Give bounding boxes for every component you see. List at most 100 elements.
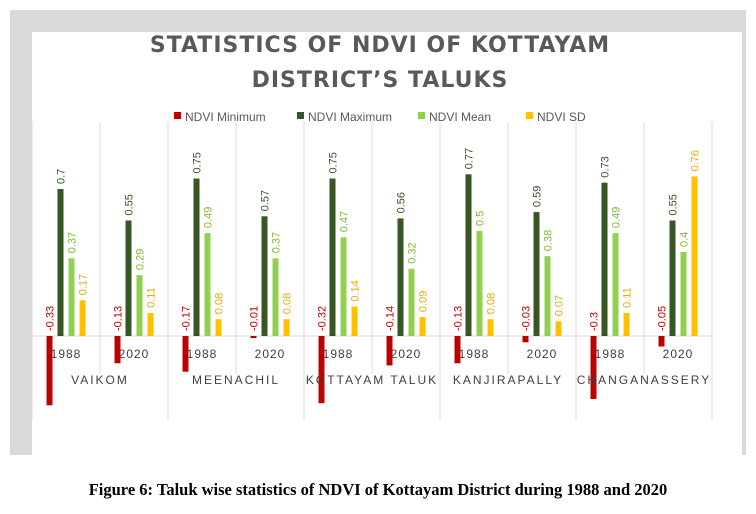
data-label-2-1: 0.7	[56, 169, 68, 184]
figure-caption: Figure 6: Taluk wise statistics of NDVI …	[88, 480, 668, 499]
data-label-1-9: -0.3	[589, 312, 601, 331]
bar-2-2	[125, 220, 132, 336]
year-label-7: 1988	[459, 347, 490, 361]
bar-1-5	[318, 336, 325, 404]
chart-frame	[10, 10, 746, 457]
bar-3-8	[544, 256, 551, 336]
data-label-1-6: -0.14	[385, 306, 397, 331]
legend-swatch-1	[174, 112, 181, 119]
bar-3-7	[476, 231, 483, 336]
bar-1-3	[182, 336, 189, 372]
data-label-1-10: -0.05	[657, 306, 669, 331]
year-label-6: 2020	[391, 347, 422, 361]
data-label-4-7: 0.08	[486, 293, 498, 314]
data-label-3-2: 0.29	[135, 249, 147, 270]
group-label-5: CHANGANASSERY	[577, 373, 711, 387]
legend-swatch-2	[297, 112, 304, 119]
data-label-2-5: 0.75	[328, 152, 340, 173]
data-label-2-4: 0.57	[260, 190, 272, 211]
legend-label-4: NDVI SD	[537, 110, 586, 124]
data-label-3-3: 0.49	[203, 207, 215, 228]
bar-1-4	[250, 336, 257, 339]
data-label-2-9: 0.73	[600, 156, 612, 177]
bar-4-4	[283, 319, 290, 336]
data-label-4-1: 0.17	[78, 274, 90, 295]
year-label-5: 1988	[323, 347, 354, 361]
legend-swatch-4	[526, 112, 533, 119]
data-label-4-6: 0.09	[418, 291, 430, 312]
bar-1-1	[46, 336, 53, 406]
data-label-3-5: 0.47	[339, 211, 351, 232]
data-label-4-10: 0.76	[690, 150, 702, 171]
bar-4-7	[487, 319, 494, 336]
data-label-4-4: 0.08	[282, 293, 294, 314]
bar-1-10	[658, 336, 665, 347]
bar-3-5	[340, 237, 347, 336]
data-label-2-10: 0.55	[668, 194, 680, 215]
bar-1-8	[522, 336, 529, 343]
legend-label-1: NDVI Minimum	[185, 110, 266, 124]
data-label-2-6: 0.56	[396, 192, 408, 213]
bar-2-8	[533, 212, 540, 336]
data-label-3-10: 0.4	[679, 232, 691, 247]
bar-4-1	[79, 300, 86, 336]
bar-3-4	[272, 258, 279, 336]
bar-3-10	[680, 252, 687, 336]
bar-4-5	[351, 306, 358, 336]
bar-3-3	[204, 233, 211, 336]
group-label-1: VAIKOM	[71, 373, 129, 387]
bar-4-3	[215, 319, 222, 336]
group-label-3: KOTTAYAM TALUK	[306, 373, 438, 387]
data-label-3-7: 0.5	[475, 211, 487, 226]
bar-3-6	[408, 268, 415, 336]
bar-2-3	[193, 178, 200, 336]
year-label-4: 2020	[255, 347, 286, 361]
bar-4-9	[623, 312, 630, 336]
bar-2-9	[601, 182, 608, 336]
chart-area	[32, 32, 742, 457]
data-label-1-8: -0.03	[521, 306, 533, 331]
bar-1-7	[454, 336, 461, 364]
chart-title-line-1: STATISTICS OF NDVI OF KOTTAYAM	[150, 33, 610, 58]
group-label-2: MEENACHIL	[192, 373, 280, 387]
year-label-2: 2020	[119, 347, 150, 361]
data-label-3-9: 0.49	[611, 207, 623, 228]
data-label-3-1: 0.37	[67, 232, 79, 253]
data-label-1-3: -0.17	[181, 306, 193, 331]
data-label-1-5: -0.32	[317, 306, 329, 331]
data-label-2-3: 0.75	[192, 152, 204, 173]
bar-1-9	[590, 336, 597, 399]
data-label-3-6: 0.32	[407, 242, 419, 263]
bar-3-1	[68, 258, 75, 336]
data-label-2-2: 0.55	[124, 194, 136, 215]
data-label-1-1: -0.33	[45, 306, 57, 331]
data-label-3-8: 0.38	[543, 230, 555, 251]
bar-2-5	[329, 178, 336, 336]
data-label-1-2: -0.13	[113, 306, 125, 331]
bar-2-6	[397, 218, 404, 336]
data-label-1-7: -0.13	[453, 306, 465, 331]
bar-4-8	[555, 321, 562, 336]
bar-3-2	[136, 275, 143, 336]
bar-2-1	[57, 189, 64, 336]
group-label-4: KANJIRAPALLY	[453, 373, 563, 387]
data-label-4-3: 0.08	[214, 293, 226, 314]
data-label-3-4: 0.37	[271, 232, 283, 253]
bar-3-9	[612, 233, 619, 336]
data-label-4-2: 0.11	[146, 287, 158, 308]
data-label-4-8: 0.07	[554, 295, 566, 316]
data-label-4-5: 0.14	[350, 280, 362, 301]
ndvi-chart: STATISTICS OF NDVI OF KOTTAYAM DISTRICT’S…	[31, 33, 713, 420]
bar-4-6	[419, 317, 426, 336]
year-label-9: 1988	[595, 347, 626, 361]
bar-1-6	[386, 336, 393, 366]
year-label-10: 2020	[663, 347, 694, 361]
data-label-2-8: 0.59	[532, 186, 544, 207]
data-label-2-7: 0.77	[464, 148, 476, 169]
chart-title-line-2: DISTRICT’S TALUKS	[252, 68, 509, 93]
year-label-8: 2020	[527, 347, 558, 361]
legend-label-2: NDVI Maximum	[308, 110, 392, 124]
bar-4-2	[147, 312, 154, 336]
bar-2-4	[261, 216, 268, 336]
bar-1-2	[114, 336, 121, 364]
